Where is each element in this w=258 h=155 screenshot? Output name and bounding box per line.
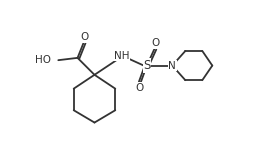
Text: N: N xyxy=(168,61,176,71)
Text: NH: NH xyxy=(114,51,129,61)
Text: HO: HO xyxy=(35,55,51,65)
Text: O: O xyxy=(135,83,143,93)
Text: O: O xyxy=(80,32,88,42)
Text: O: O xyxy=(151,38,159,48)
Text: S: S xyxy=(143,59,150,72)
